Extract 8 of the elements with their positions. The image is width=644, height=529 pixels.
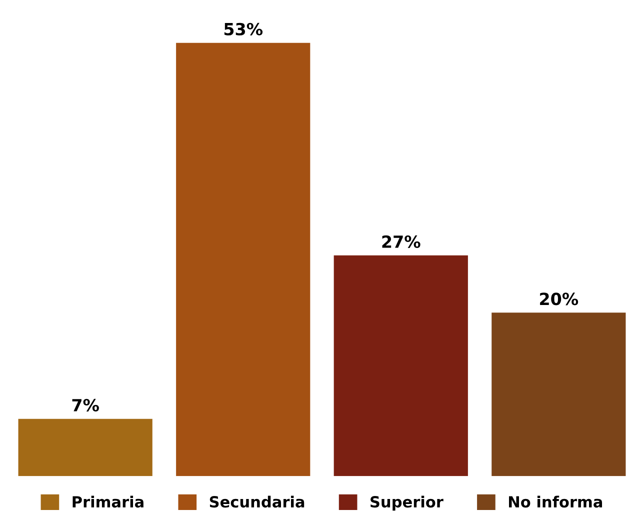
data-label: 20% <box>540 292 578 306</box>
legend-label: Superior <box>370 496 444 511</box>
data-label: 27% <box>382 235 420 248</box>
legend-label: Secundaria <box>210 496 304 508</box>
legend-label: No informa <box>509 496 602 508</box>
data-label: 7% <box>72 398 99 412</box>
legend-label: Primaria <box>72 496 144 508</box>
data-label: 53% <box>224 22 263 36</box>
